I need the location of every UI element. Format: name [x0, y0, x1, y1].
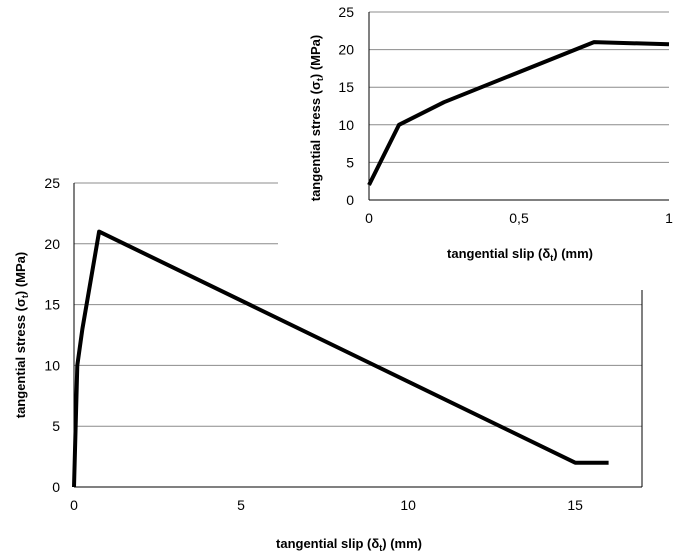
- inset-y-tick-label: 0: [346, 192, 354, 208]
- inset-y-tick-label: 5: [346, 154, 354, 170]
- inset-series: [367, 40, 670, 186]
- main-y-tick-label: 0: [52, 479, 60, 495]
- main-y-tick-label: 15: [44, 297, 60, 313]
- inset-y-tick-label: 25: [338, 4, 354, 20]
- main-tick-labels: 0 5 10 15 20 25 0 5 10 15: [44, 175, 583, 513]
- main-x-tick-label: 15: [567, 497, 583, 513]
- main-x-axis-label: tangential slip (δt) (mm): [276, 536, 422, 553]
- inset-y-tick-label: 15: [338, 79, 354, 95]
- main-y-tick-label: 20: [44, 236, 60, 252]
- main-y-tick-label: 25: [44, 175, 60, 191]
- main-x-tick-label: 10: [400, 497, 416, 513]
- main-y-tick-label: 5: [52, 418, 60, 434]
- inset-tick-labels: 0 5 10 15 20 25 0 0,5 1: [338, 4, 673, 226]
- inset-axes: [368, 12, 669, 201]
- inset-y-axis-label: tangential stress (σt) (MPa): [308, 35, 325, 202]
- inset-y-tick-label: 20: [338, 42, 354, 58]
- main-series: [72, 229, 609, 488]
- main-y-tick-label: 10: [44, 357, 60, 373]
- inset-x-axis-label: tangential slip (δt) (mm): [447, 246, 593, 263]
- main-series-line: [72, 229, 609, 488]
- inset-y-tick-label: 10: [338, 117, 354, 133]
- inset-panel-background: [278, 0, 673, 290]
- main-x-tick-label: 0: [70, 497, 78, 513]
- main-gridlines: [74, 182, 642, 427]
- main-y-axis-label: tangential stress (σt) (MPa): [13, 252, 30, 419]
- inset-chart: 0 5 10 15 20 25 0 0,5 1 tangential slip (δt) (mm…: [308, 4, 673, 263]
- inset-gridlines: [369, 11, 669, 163]
- inset-x-tick-label: 0: [365, 210, 373, 226]
- inset-x-tick-label: 1: [665, 210, 673, 226]
- inset-series-line: [367, 40, 670, 186]
- main-x-tick-label: 5: [237, 497, 245, 513]
- main-chart: 0 5 10 15 20 25 0 5 10 15 tangential slip (δt) (m…: [13, 175, 643, 553]
- inset-x-tick-label: 0,5: [509, 210, 529, 226]
